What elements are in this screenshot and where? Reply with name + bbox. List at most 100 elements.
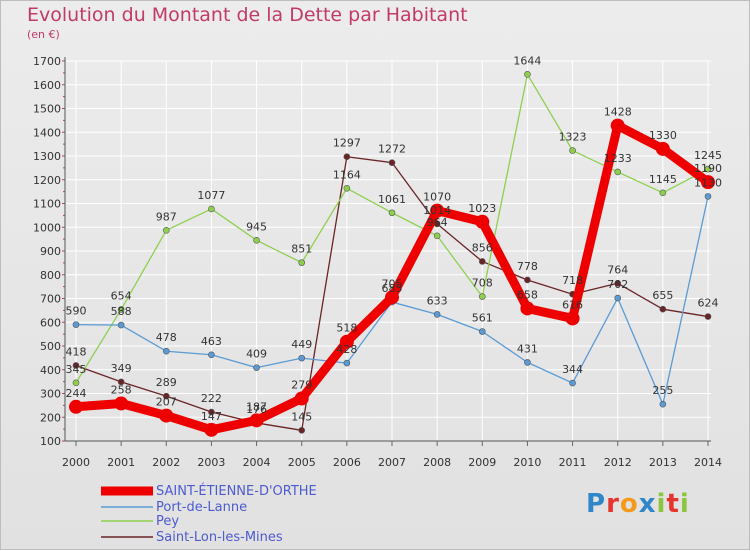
- x-tick-label: 2000: [62, 456, 90, 469]
- data-point: [344, 154, 350, 160]
- data-point: [295, 391, 309, 405]
- data-point: [615, 169, 621, 175]
- x-tick-label: 2007: [378, 456, 406, 469]
- data-label: 345: [66, 363, 87, 376]
- data-label: 222: [201, 392, 222, 405]
- y-tick-label: 400: [40, 364, 61, 377]
- data-label: 518: [336, 322, 357, 335]
- data-point: [660, 190, 666, 196]
- data-label: 1297: [333, 137, 361, 150]
- data-label: 1245: [694, 149, 722, 162]
- data-point: [524, 359, 530, 365]
- data-point: [705, 314, 711, 320]
- data-point: [159, 409, 173, 423]
- data-point: [114, 396, 128, 410]
- data-label: 702: [607, 278, 628, 291]
- data-label: 945: [246, 220, 267, 233]
- y-tick-label: 1000: [33, 221, 61, 234]
- data-label: 1145: [649, 173, 677, 186]
- data-point: [118, 322, 124, 328]
- data-label: 588: [111, 305, 132, 318]
- y-tick-label: 600: [40, 316, 61, 329]
- data-label: 289: [156, 376, 177, 389]
- data-label: 718: [562, 274, 583, 287]
- data-label: 561: [472, 312, 493, 325]
- data-point: [389, 210, 395, 216]
- x-tick-label: 2013: [649, 456, 677, 469]
- data-point: [479, 294, 485, 300]
- data-label: 1644: [513, 54, 541, 67]
- data-label: 409: [246, 348, 267, 361]
- data-point: [475, 215, 489, 229]
- series-segment: [663, 309, 708, 316]
- data-point: [660, 306, 666, 312]
- data-point: [69, 400, 83, 414]
- data-point: [344, 185, 350, 191]
- y-tick-label: 1400: [33, 126, 61, 139]
- data-label: 463: [201, 335, 222, 348]
- data-label: 778: [517, 260, 538, 273]
- data-point: [299, 260, 305, 266]
- data-label: 851: [291, 243, 312, 256]
- y-tick-label: 300: [40, 388, 61, 401]
- series-segment: [257, 423, 302, 430]
- data-point: [73, 322, 79, 328]
- x-tick-label: 2010: [513, 456, 541, 469]
- data-label: 1330: [649, 129, 677, 142]
- data-point: [566, 311, 580, 325]
- data-point: [204, 423, 218, 437]
- legend-label: Port-de-Lanne: [156, 500, 247, 515]
- data-point: [570, 148, 576, 154]
- data-label: 1233: [604, 152, 632, 165]
- y-tick-label: 800: [40, 269, 61, 282]
- y-tick-label: 900: [40, 245, 61, 258]
- data-point: [520, 301, 534, 315]
- x-tick-label: 2006: [333, 456, 361, 469]
- y-tick-label: 100: [40, 435, 61, 448]
- legend-label: SAINT-ÉTIENNE-D'ORTHE: [156, 483, 317, 499]
- series-segment: [347, 297, 392, 341]
- data-point: [570, 380, 576, 386]
- data-point: [434, 233, 440, 239]
- x-tick-label: 2001: [107, 456, 135, 469]
- data-label: 987: [156, 210, 177, 223]
- data-point: [611, 119, 625, 133]
- x-tick-label: 2012: [604, 456, 632, 469]
- y-tick-label: 1500: [33, 103, 61, 116]
- data-point: [254, 365, 260, 371]
- legend-label: Saint-Lon-les-Mines: [156, 530, 283, 545]
- data-label: 1023: [468, 202, 496, 215]
- x-tick-label: 2014: [694, 456, 722, 469]
- data-point: [299, 427, 305, 433]
- data-label: 1077: [197, 189, 225, 202]
- y-tick-label: 1600: [33, 79, 61, 92]
- data-label: 764: [607, 263, 628, 276]
- data-point: [163, 348, 169, 354]
- y-tick-label: 700: [40, 293, 61, 306]
- data-point: [434, 311, 440, 317]
- data-label: 255: [652, 384, 673, 397]
- data-label: 1190: [694, 162, 722, 175]
- data-label: 344: [562, 363, 583, 376]
- y-tick-label: 200: [40, 411, 61, 424]
- data-label: 449: [291, 338, 312, 351]
- data-point: [524, 71, 530, 77]
- data-label: 590: [66, 305, 87, 318]
- data-label: 964: [427, 216, 448, 229]
- data-label: 349: [111, 362, 132, 375]
- x-tick-label: 2005: [288, 456, 316, 469]
- data-label: 655: [652, 289, 673, 302]
- x-tick-label: 2003: [197, 456, 225, 469]
- data-label: 705: [382, 277, 403, 290]
- series-segment: [347, 157, 392, 163]
- data-label: 856: [472, 241, 493, 254]
- data-label: 418: [66, 345, 87, 358]
- y-tick-label: 1100: [33, 198, 61, 211]
- data-label: 258: [111, 383, 132, 396]
- x-tick-label: 2004: [243, 456, 271, 469]
- data-label: 428: [336, 343, 357, 356]
- data-point: [299, 355, 305, 361]
- data-point: [656, 142, 670, 156]
